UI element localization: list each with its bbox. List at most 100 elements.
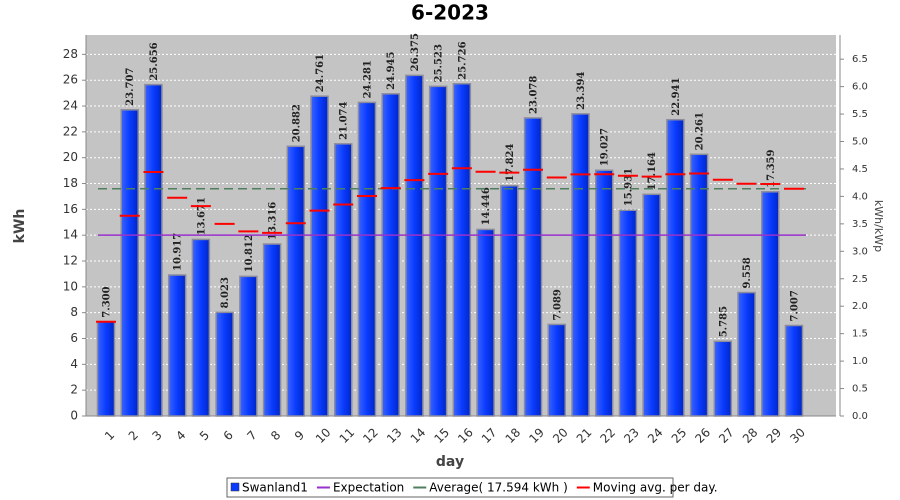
y-tick-label: 2 — [70, 383, 78, 397]
bar — [713, 340, 733, 417]
x-tick-label: 7 — [244, 428, 259, 443]
legend-swatch — [230, 482, 240, 492]
y2-tick-label: 5.0 — [852, 137, 868, 148]
bar — [310, 95, 329, 417]
bar — [96, 320, 116, 417]
value-label: 14.446 — [481, 187, 492, 225]
y-tick-label: 4 — [70, 357, 78, 371]
x-tick-label: 26 — [692, 425, 713, 446]
x-tick-label: 6 — [221, 428, 236, 443]
y-tick-label: 24 — [63, 99, 78, 113]
bar — [381, 93, 400, 417]
value-label: 25.523 — [434, 44, 445, 82]
legend-label: Swanland1 — [242, 481, 308, 495]
x-tick-label: 4 — [173, 428, 188, 443]
bar — [642, 193, 661, 417]
bar — [618, 209, 638, 417]
bar — [452, 82, 472, 417]
y-tick-label: 22 — [63, 124, 78, 138]
y2-tick-label: 3.5 — [852, 219, 868, 230]
bar — [120, 109, 139, 417]
value-label: 24.761 — [315, 54, 326, 92]
x-tick-label: 17 — [479, 425, 500, 446]
value-label: 26.375 — [410, 33, 421, 71]
x-tick-label: 19 — [526, 425, 547, 446]
x-tick-label: 15 — [431, 425, 452, 446]
value-label: 23.707 — [125, 68, 136, 106]
bar — [239, 275, 258, 417]
x-tick-label: 8 — [268, 428, 283, 443]
bar — [405, 74, 424, 417]
x-tick-label: 12 — [360, 425, 381, 446]
value-label: 21.074 — [339, 102, 350, 140]
bar — [286, 145, 306, 417]
x-tick-label: 27 — [716, 425, 737, 446]
y-tick-label: 14 — [63, 228, 78, 242]
bar — [215, 311, 234, 417]
x-tick-label: 3 — [149, 428, 164, 443]
bar — [594, 169, 614, 417]
y-tick-label: 20 — [63, 150, 78, 164]
x-tick-label: 10 — [313, 425, 334, 446]
bar — [428, 85, 448, 417]
x-tick-label: 2 — [126, 428, 141, 443]
value-label: 15.931 — [623, 168, 634, 206]
x-tick-label: 18 — [503, 425, 524, 446]
y2-tick-label: 3.0 — [852, 246, 868, 257]
x-tick-label: 5 — [197, 428, 212, 443]
y-tick-label: 12 — [63, 254, 78, 268]
bar — [761, 191, 780, 417]
x-tick-label: 16 — [455, 425, 476, 446]
value-label: 17.359 — [766, 149, 777, 187]
y2-axis-label: kWh/kWp — [872, 200, 885, 252]
bar — [476, 228, 495, 417]
value-label: 7.007 — [790, 290, 801, 321]
value-label: 22.941 — [671, 77, 682, 115]
value-label: 17.164 — [647, 152, 658, 190]
y-tick-label: 0 — [70, 409, 78, 423]
bar — [689, 153, 709, 417]
value-label: 23.078 — [529, 76, 540, 114]
x-tick-label: 9 — [292, 428, 307, 443]
value-label: 7.300 — [102, 286, 113, 317]
bar — [784, 324, 804, 417]
value-label: 9.558 — [742, 257, 753, 288]
value-label: 13.316 — [268, 202, 279, 240]
y2-tick-label: 4.0 — [852, 191, 868, 202]
bar — [262, 243, 282, 417]
x-tick-label: 25 — [669, 425, 690, 446]
y2-tick-label: 0.0 — [852, 411, 868, 422]
x-tick-label: 28 — [740, 425, 761, 446]
value-label: 19.027 — [600, 128, 611, 166]
x-axis-label: day — [436, 454, 464, 470]
bar — [547, 323, 567, 417]
value-label: 20.882 — [291, 104, 302, 142]
y2-tick-label: 1.5 — [852, 329, 868, 340]
bar — [500, 185, 519, 417]
value-label: 25.656 — [149, 42, 160, 80]
bar — [523, 117, 543, 417]
x-tick-label: 24 — [645, 425, 666, 446]
value-label: 5.785 — [718, 306, 729, 337]
value-label: 10.917 — [173, 233, 184, 271]
value-label: 13.671 — [196, 197, 207, 235]
y-tick-label: 28 — [63, 47, 78, 61]
x-tick-label: 20 — [550, 425, 571, 446]
y2-tick-label: 4.5 — [852, 164, 868, 175]
x-tick-label: 11 — [337, 425, 358, 446]
value-label: 25.726 — [457, 41, 468, 79]
y2-tick-label: 5.5 — [852, 109, 868, 120]
bar — [191, 238, 211, 417]
bar — [333, 143, 353, 417]
y2-tick-label: 2.0 — [852, 301, 868, 312]
y2-tick-label: 6.5 — [852, 54, 868, 65]
y-tick-label: 26 — [63, 73, 78, 87]
x-tick-label: 29 — [764, 425, 785, 446]
x-tick-label: 30 — [787, 425, 808, 446]
legend — [226, 477, 674, 498]
value-label: 17.824 — [505, 143, 516, 181]
legend-label: Average( 17.594 kWh ) — [429, 481, 568, 495]
y-tick-label: 10 — [63, 279, 78, 293]
bar — [357, 101, 377, 417]
